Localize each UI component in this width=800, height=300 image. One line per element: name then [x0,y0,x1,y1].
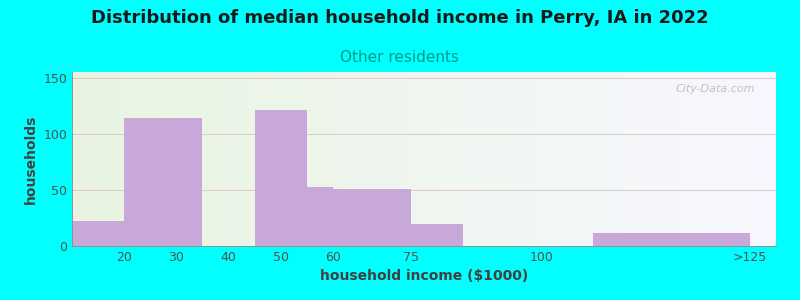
Bar [411,224,463,246]
Bar [72,221,124,246]
X-axis label: household income ($1000): household income ($1000) [320,269,528,284]
Bar [333,189,411,246]
Text: City-Data.com: City-Data.com [675,84,755,94]
Text: Distribution of median household income in Perry, IA in 2022: Distribution of median household income … [91,9,709,27]
Bar [306,187,333,246]
Y-axis label: households: households [24,114,38,204]
Text: Other residents: Other residents [341,50,459,64]
Bar [254,110,306,246]
Bar [124,118,202,246]
Bar [594,232,750,246]
